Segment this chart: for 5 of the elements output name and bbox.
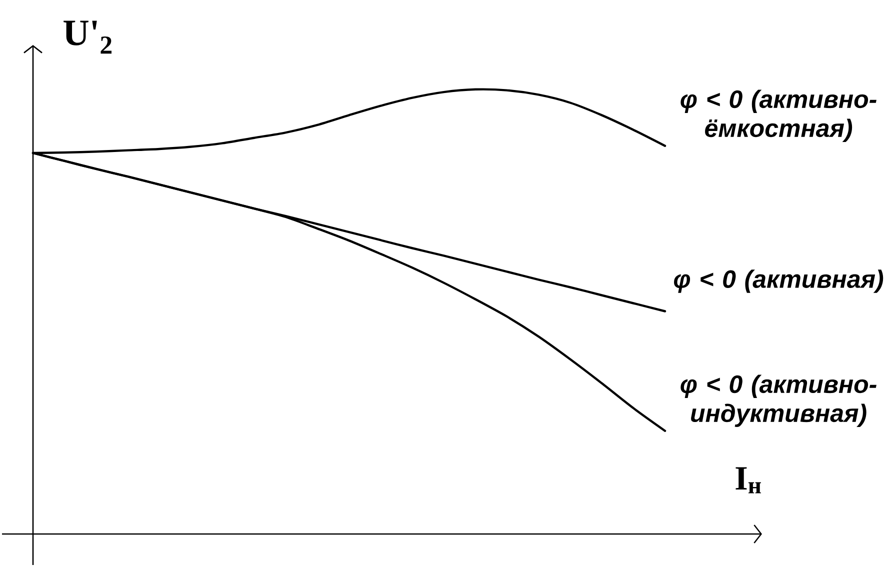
y-axis-title: U'$_{2}$: [64, 20, 112, 54]
series-label: φ < 0 (активно-ёмкостная): [680, 90, 876, 142]
series-label: φ < 0 (активно-индуктивная): [680, 374, 876, 428]
series-label: φ < 0 (активная): [674, 270, 884, 293]
x-axis-title: I$_{н}$: [736, 467, 761, 494]
